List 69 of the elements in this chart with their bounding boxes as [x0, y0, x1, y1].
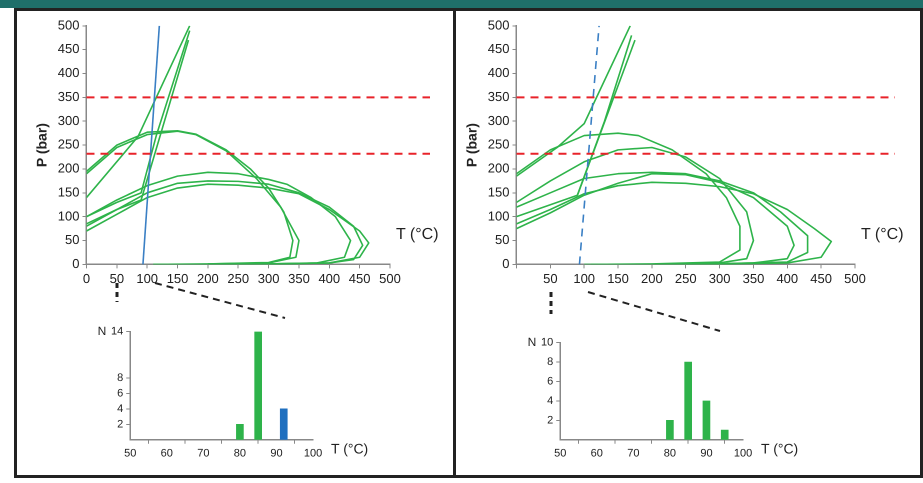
y-tick-label: 250: [58, 136, 80, 152]
y-tick-label: 350: [488, 88, 510, 104]
x-tick-label: 90: [700, 447, 713, 460]
y-tick-label: 300: [58, 112, 80, 128]
x-tick-label: 60: [160, 447, 173, 460]
x-tick-label: 350: [288, 270, 310, 286]
y-tick-label: 8: [547, 356, 554, 368]
y-tick-label: 450: [488, 41, 510, 56]
y-tick-label: 6: [547, 376, 554, 388]
y-axis-title: N: [98, 324, 106, 338]
x-axis-title: T (°C): [331, 440, 368, 457]
y-tick-label: 200: [58, 160, 80, 176]
y-tick-label: 100: [58, 208, 80, 224]
x-tick-label: 500: [844, 270, 866, 286]
x-axis-title: T (°C): [396, 226, 439, 243]
y-tick-label: 14: [110, 326, 124, 338]
x-tick-label: 100: [304, 447, 322, 460]
y-tick-label: 350: [58, 88, 80, 104]
y-tick-label: 8: [117, 372, 124, 384]
x-tick-label: 80: [234, 447, 246, 460]
x-tick-label: 100: [734, 447, 752, 460]
x-tick-label: 250: [227, 270, 250, 286]
y-tick-label: 150: [488, 184, 510, 200]
y-tick-label: 2: [547, 414, 554, 426]
x-tick-label: 70: [627, 447, 640, 460]
x-tick-label: 300: [708, 270, 730, 286]
y-tick-label: 10: [540, 336, 554, 349]
y-tick-label: 2: [117, 418, 124, 430]
x-tick-label: 200: [641, 270, 663, 286]
x-axis-title: T (°C): [761, 440, 798, 457]
x-tick-label: 250: [674, 270, 697, 286]
x-tick-label: 150: [607, 270, 629, 286]
x-tick-label: 90: [270, 447, 283, 460]
y-axis-title: P (bar): [33, 123, 50, 168]
y-tick-label: 0: [72, 256, 80, 271]
y-tick-label: 400: [488, 65, 510, 80]
y-tick-label: 50: [495, 232, 510, 248]
y-tick-label: 50: [65, 232, 80, 248]
y-axis-title: P (bar): [463, 123, 480, 168]
y-tick-label: 500: [58, 17, 80, 32]
x-tick-label: 100: [136, 270, 158, 286]
y-tick-label: 450: [58, 41, 80, 56]
x-tick-label: 150: [166, 270, 188, 286]
x-tick-label: 400: [776, 270, 798, 286]
y-tick-label: 6: [117, 387, 124, 400]
x-tick-label: 70: [197, 447, 210, 460]
y-tick-label: 4: [547, 394, 554, 407]
y-tick-label: 400: [58, 65, 80, 80]
y-tick-label: 200: [488, 160, 510, 176]
y-tick-label: 0: [502, 256, 510, 271]
x-tick-label: 500: [379, 270, 401, 286]
x-tick-label: 300: [258, 270, 280, 286]
x-tick-label: 60: [590, 447, 603, 460]
x-axis-title: T (°C): [861, 226, 904, 243]
x-tick-label: 200: [197, 270, 219, 286]
y-tick-label: 300: [488, 112, 510, 128]
x-tick-label: 100: [573, 270, 596, 286]
x-tick-label: 80: [664, 447, 676, 460]
y-tick-label: 500: [488, 17, 510, 32]
y-tick-label: 4: [117, 402, 124, 415]
x-tick-label: 450: [810, 270, 832, 286]
x-tick-label: 450: [348, 270, 370, 286]
x-tick-label: 350: [742, 270, 764, 286]
y-tick-label: 100: [488, 208, 510, 224]
y-tick-label: 250: [488, 136, 510, 152]
x-tick-label: 0: [82, 270, 90, 286]
y-axis-title: N: [528, 334, 536, 349]
x-tick-label: 400: [318, 270, 340, 286]
y-tick-label: 150: [58, 184, 80, 200]
